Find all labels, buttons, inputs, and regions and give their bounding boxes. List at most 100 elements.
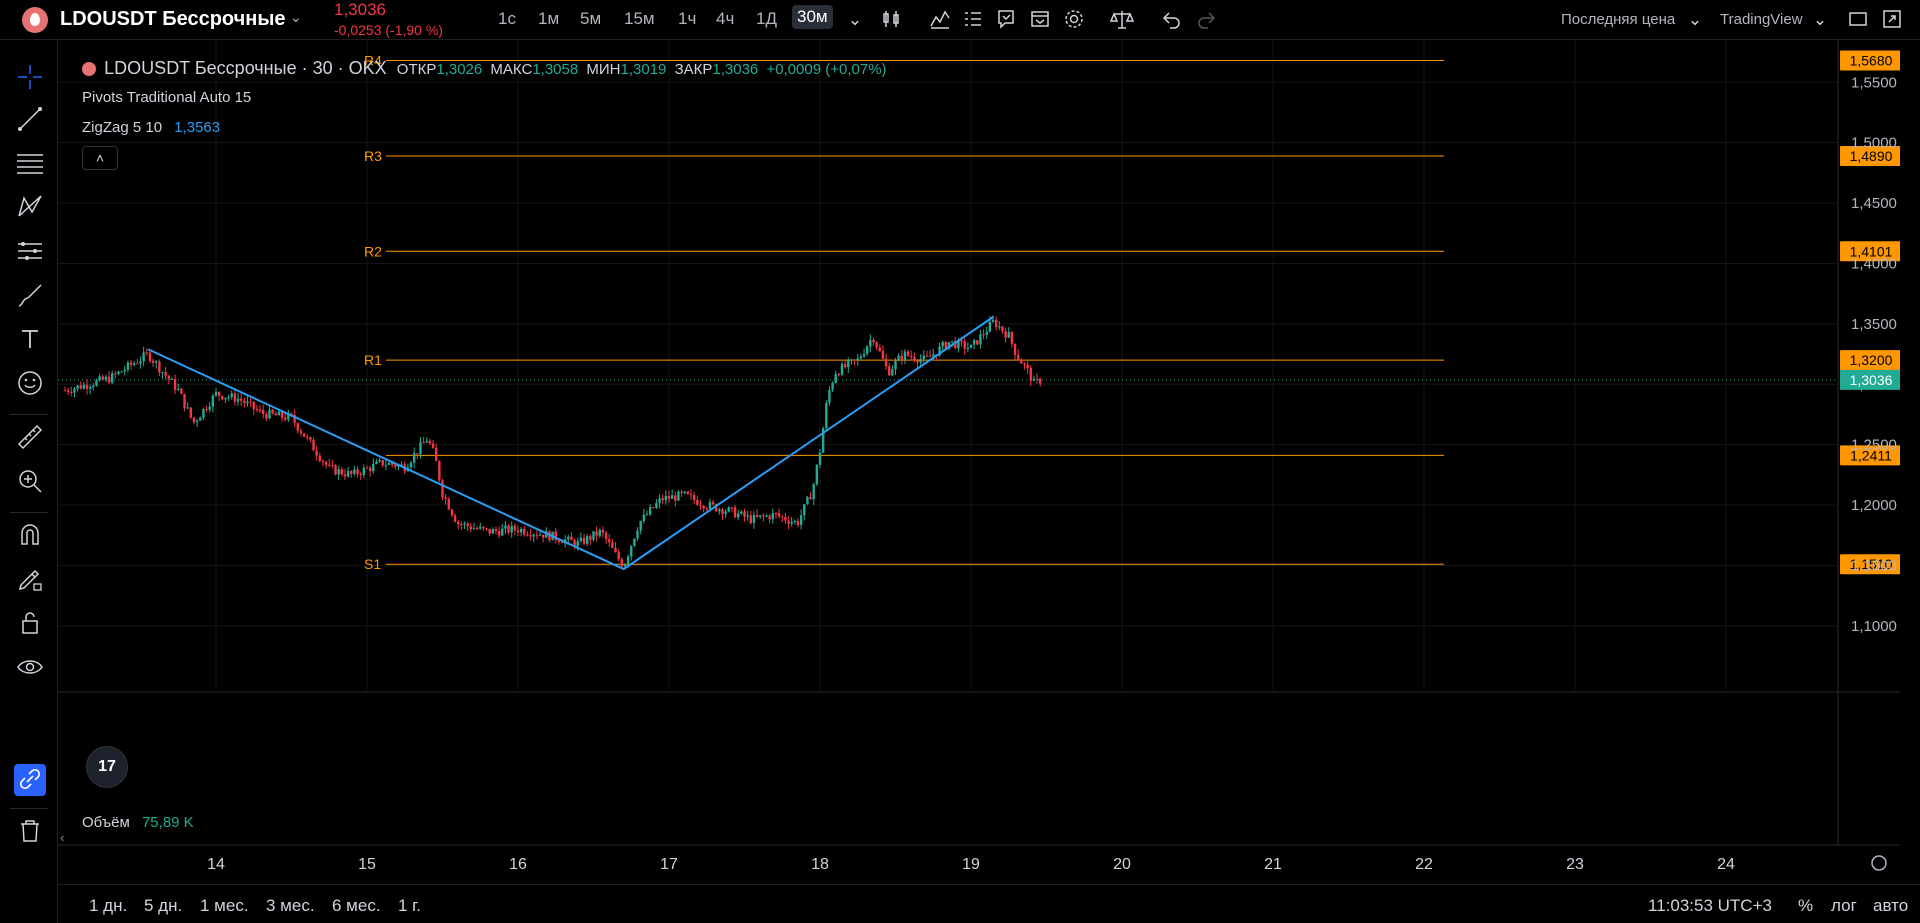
- trend-line-icon[interactable]: [14, 104, 46, 136]
- magnet-icon[interactable]: [14, 520, 46, 552]
- lock-icon[interactable]: [14, 608, 46, 640]
- tradingview-logo-icon[interactable]: 17: [86, 746, 128, 788]
- interval-30m[interactable]: 30м: [792, 5, 833, 29]
- link-icon[interactable]: [14, 764, 46, 796]
- ruler-icon[interactable]: [14, 422, 46, 454]
- interval-1s[interactable]: 1с: [498, 9, 516, 28]
- lock-drawing-icon[interactable]: [14, 564, 46, 596]
- interval-1d[interactable]: 1Д: [756, 9, 777, 28]
- range-1m[interactable]: 1 мес.: [200, 896, 249, 915]
- candle-body: [438, 461, 441, 481]
- range-1d[interactable]: 1 дн.: [89, 896, 128, 915]
- compare-icon[interactable]: [1109, 8, 1135, 32]
- candle-body: [1020, 359, 1023, 364]
- time-axis[interactable]: 14 15 16 17 18 19 20 21 22 23 24: [207, 856, 1735, 873]
- range-6m[interactable]: 6 мес.: [332, 896, 381, 915]
- candle-body: [485, 528, 488, 530]
- percent-toggle[interactable]: %: [1798, 896, 1814, 915]
- candle-body: [818, 452, 822, 465]
- candle-body: [680, 491, 683, 494]
- collapse-toolbar-icon[interactable]: ‹: [60, 830, 65, 845]
- time-tick-label: 24: [1717, 856, 1735, 873]
- candle-body: [227, 397, 230, 399]
- candle-body: [142, 352, 145, 362]
- interval-5m[interactable]: 5м: [580, 9, 602, 28]
- candle-body: [677, 491, 680, 501]
- candle-body: [560, 541, 564, 544]
- candle-body: [910, 355, 913, 357]
- candle-body: [626, 556, 630, 565]
- clock-timezone[interactable]: 11:03:53 UTC+3: [1648, 896, 1772, 915]
- range-3m[interactable]: 3 мес.: [266, 896, 315, 915]
- candle-body: [211, 395, 215, 407]
- candle-body: [284, 417, 287, 420]
- zigzag-indicator-row[interactable]: ZigZag 5 10 1,3563: [82, 119, 220, 136]
- zoom-in-icon[interactable]: [14, 466, 46, 498]
- interval-1m[interactable]: 1м: [538, 9, 560, 28]
- ldo-logo-icon: [22, 7, 48, 33]
- candle-body: [129, 362, 133, 365]
- redo-icon[interactable]: [1194, 8, 1218, 32]
- fib-retracement-icon[interactable]: [14, 148, 46, 180]
- interval-4h[interactable]: 4ч: [716, 9, 735, 28]
- interval-chevron-icon[interactable]: ⌄: [847, 10, 863, 29]
- templates-icon[interactable]: [961, 8, 985, 32]
- volume-legend[interactable]: Объём 75,89 K: [82, 814, 194, 831]
- candle-body: [837, 374, 841, 376]
- forecast-icon[interactable]: [14, 236, 46, 268]
- interval-15m[interactable]: 15м: [624, 9, 655, 28]
- current-price-tag: [1840, 369, 1900, 390]
- eye-icon[interactable]: [14, 652, 46, 684]
- chevron-down-icon[interactable]: ⌄: [290, 9, 302, 25]
- text-icon[interactable]: [14, 324, 46, 356]
- time-tick-label: 23: [1566, 856, 1584, 873]
- emoji-icon[interactable]: [14, 368, 46, 400]
- candle-body: [692, 495, 696, 500]
- pattern-icon[interactable]: [14, 192, 46, 224]
- undo-icon[interactable]: [1160, 8, 1184, 32]
- pivots-indicator-label[interactable]: Pivots Traditional Auto 15: [82, 89, 252, 106]
- zigzag-line: [147, 315, 995, 571]
- candle-body: [412, 453, 416, 463]
- candle-body: [422, 442, 425, 444]
- candle-body: [400, 464, 403, 466]
- candle-body: [620, 559, 624, 567]
- candle-body: [733, 507, 737, 518]
- auto-toggle[interactable]: авто: [1873, 896, 1909, 915]
- price-type-chevron-icon[interactable]: ⌄: [1687, 10, 1703, 29]
- candle-body: [274, 413, 277, 416]
- price-type-dropdown[interactable]: Последняя цена: [1561, 11, 1676, 28]
- legend-title[interactable]: LDOUSDT Бессрочные · 30 · OKX: [104, 58, 387, 78]
- log-toggle[interactable]: лог: [1831, 896, 1857, 915]
- candle-body: [645, 514, 649, 516]
- range-1y[interactable]: 1 г.: [398, 896, 422, 915]
- last-price: 1,3036: [334, 0, 386, 19]
- price-chart[interactable]: R4 R3 R2 R1 S1 1,5680 1,4890 1,4101 1,3200 1,241…: [58, 40, 1900, 883]
- range-5d[interactable]: 5 дн.: [144, 896, 183, 915]
- symbol-search-button[interactable]: LDOUSDT Бессрочные: [60, 8, 286, 30]
- settings-icon[interactable]: [1062, 8, 1086, 32]
- legend-collapse-button[interactable]: ˄: [82, 146, 118, 170]
- candle-body: [586, 536, 589, 544]
- interval-1h[interactable]: 1ч: [678, 9, 697, 28]
- replay-icon[interactable]: [1028, 8, 1052, 32]
- brush-icon[interactable]: [14, 280, 46, 312]
- price-axis[interactable]: 1,5680 1,4890 1,4101 1,3200 1,2411 1,1510 1,10…: [1840, 50, 1900, 871]
- price-tick-label: 1,2000: [1851, 497, 1897, 514]
- candle-body: [236, 398, 240, 402]
- candles-icon[interactable]: [880, 8, 904, 32]
- candle-body: [1035, 378, 1039, 380]
- alert-icon[interactable]: [994, 8, 1018, 32]
- indicators-icon[interactable]: [928, 8, 952, 32]
- brand-chevron-icon[interactable]: ⌄: [1812, 10, 1828, 29]
- brand-dropdown[interactable]: TradingView: [1720, 11, 1803, 28]
- fullscreen-icon[interactable]: [1880, 8, 1904, 32]
- candle-body: [809, 496, 812, 500]
- candle-body: [293, 414, 296, 424]
- trash-icon[interactable]: [14, 816, 46, 848]
- pivot-price-tag-text: 1,4890: [1850, 148, 1893, 164]
- crosshair-icon[interactable]: [14, 62, 46, 94]
- layout-icon[interactable]: [1846, 8, 1870, 32]
- candle-body: [699, 504, 702, 506]
- candle-body: [567, 536, 570, 540]
